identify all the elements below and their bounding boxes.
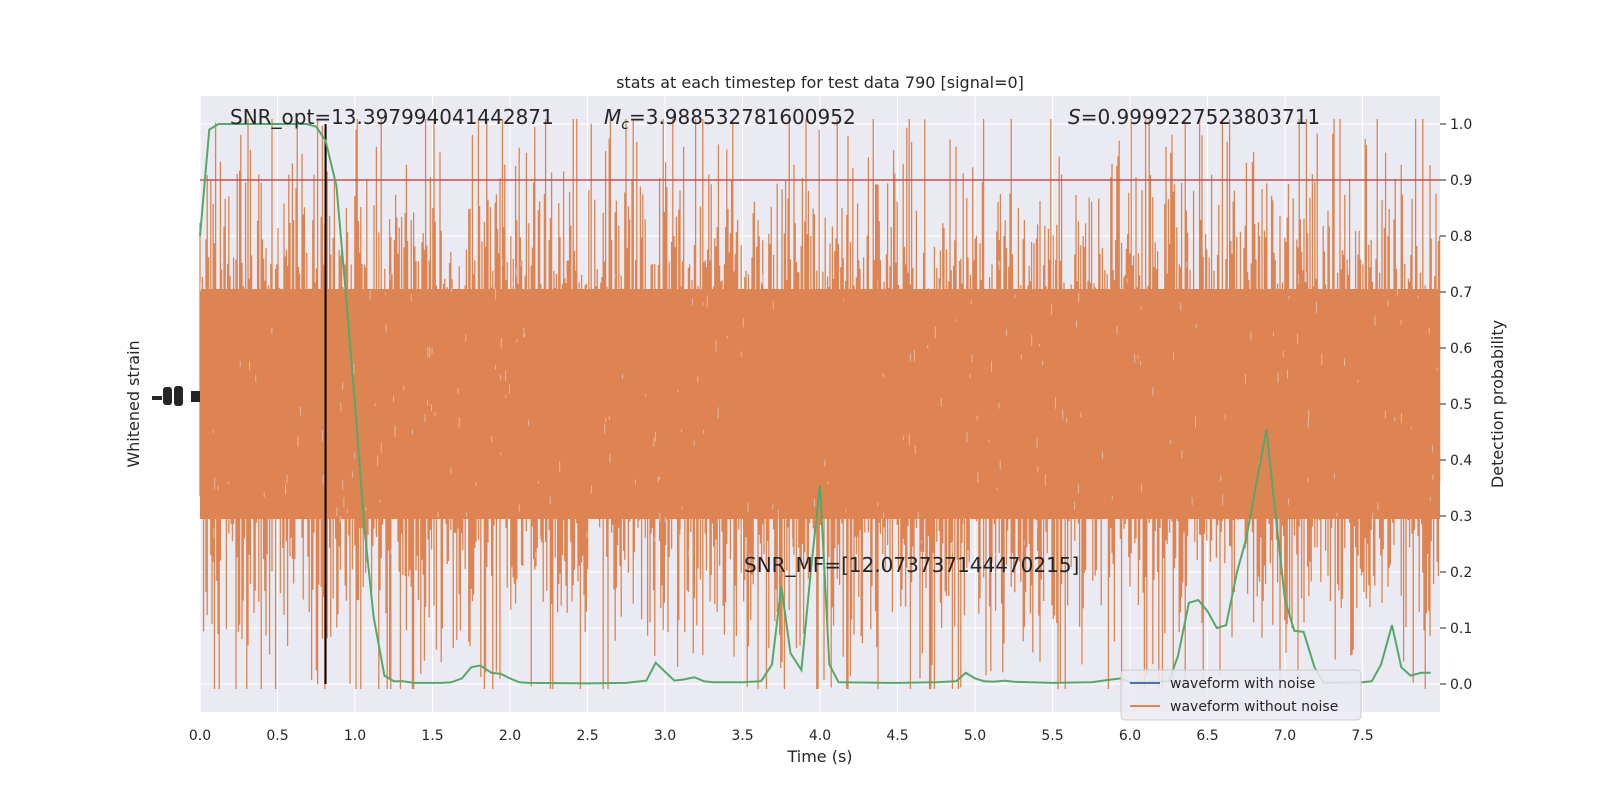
x-tick-label: 6.0 xyxy=(1119,728,1141,744)
y-tick-label: 0.4 xyxy=(1450,453,1472,469)
chirp-mass-annotation: Mc=3.988532781600952 xyxy=(604,105,856,133)
x-tick-label: 7.0 xyxy=(1274,728,1296,744)
x-tick-label: 3.5 xyxy=(731,728,753,744)
legend-label-without-noise: waveform without noise xyxy=(1170,699,1338,715)
y-ticks-right: 0.0 0.1 0.2 0.3 0.4 0.5 0.6 0.7 0.8 0.9 1.0 xyxy=(1440,117,1472,693)
waveform-without-noise-series xyxy=(199,119,1441,689)
x-tick-label: 7.5 xyxy=(1351,728,1373,744)
x-tick-label: 0.5 xyxy=(266,728,288,744)
snr-mf-annotation: SNR_MF=[12.073737144470215] xyxy=(744,553,1079,577)
left-axis-tick-blob xyxy=(152,386,200,406)
x-tick-label: 2.5 xyxy=(576,728,598,744)
y-tick-label: 0.7 xyxy=(1450,285,1472,301)
y-axis-label-left: Whitened strain xyxy=(124,340,143,467)
y-tick-label: 0.1 xyxy=(1450,621,1472,637)
x-tick-label: 5.0 xyxy=(964,728,986,744)
x-ticks: 0.0 0.5 1.0 1.5 2.0 2.5 3.0 3.5 4.0 4.5 5.0 5.5 6.0 6… xyxy=(189,728,1374,744)
legend: waveform with noise waveform without noi… xyxy=(1120,669,1362,721)
noise-spikes xyxy=(199,119,1441,689)
y-tick-label: 0.9 xyxy=(1450,173,1472,189)
y-tick-label: 0.2 xyxy=(1450,565,1472,581)
chart-title: stats at each timestep for test data 790… xyxy=(616,73,1024,92)
x-axis-label: Time (s) xyxy=(786,747,852,766)
y-tick-label: 0.5 xyxy=(1450,397,1472,413)
y-tick-label: 0.3 xyxy=(1450,509,1472,525)
legend-label-with-noise: waveform with noise xyxy=(1170,676,1315,692)
x-tick-label: 1.5 xyxy=(421,728,443,744)
x-tick-label: 4.5 xyxy=(886,728,908,744)
noise-gaps xyxy=(200,254,1438,565)
x-tick-label: 1.0 xyxy=(344,728,366,744)
y-tick-label: 0.8 xyxy=(1450,229,1472,245)
y-tick-label: 0.6 xyxy=(1450,341,1472,357)
y-tick-label: 1.0 xyxy=(1450,117,1472,133)
x-tick-label: 0.0 xyxy=(189,728,211,744)
y-tick-label: 0.0 xyxy=(1450,677,1472,693)
legend-box xyxy=(1120,669,1362,721)
snr-opt-annotation: SNR_opt=13.397994041442871 xyxy=(230,105,554,129)
detection-probability-line xyxy=(199,123,1431,685)
x-tick-label: 2.0 xyxy=(499,728,521,744)
s-annotation: S=0.9999227523803711 xyxy=(1068,105,1320,129)
x-tick-label: 3.0 xyxy=(654,728,676,744)
x-tick-label: 6.5 xyxy=(1196,728,1218,744)
x-tick-label: 5.5 xyxy=(1041,728,1063,744)
y-axis-label-right: Detection probability xyxy=(1488,320,1507,488)
x-tick-label: 4.0 xyxy=(809,728,831,744)
